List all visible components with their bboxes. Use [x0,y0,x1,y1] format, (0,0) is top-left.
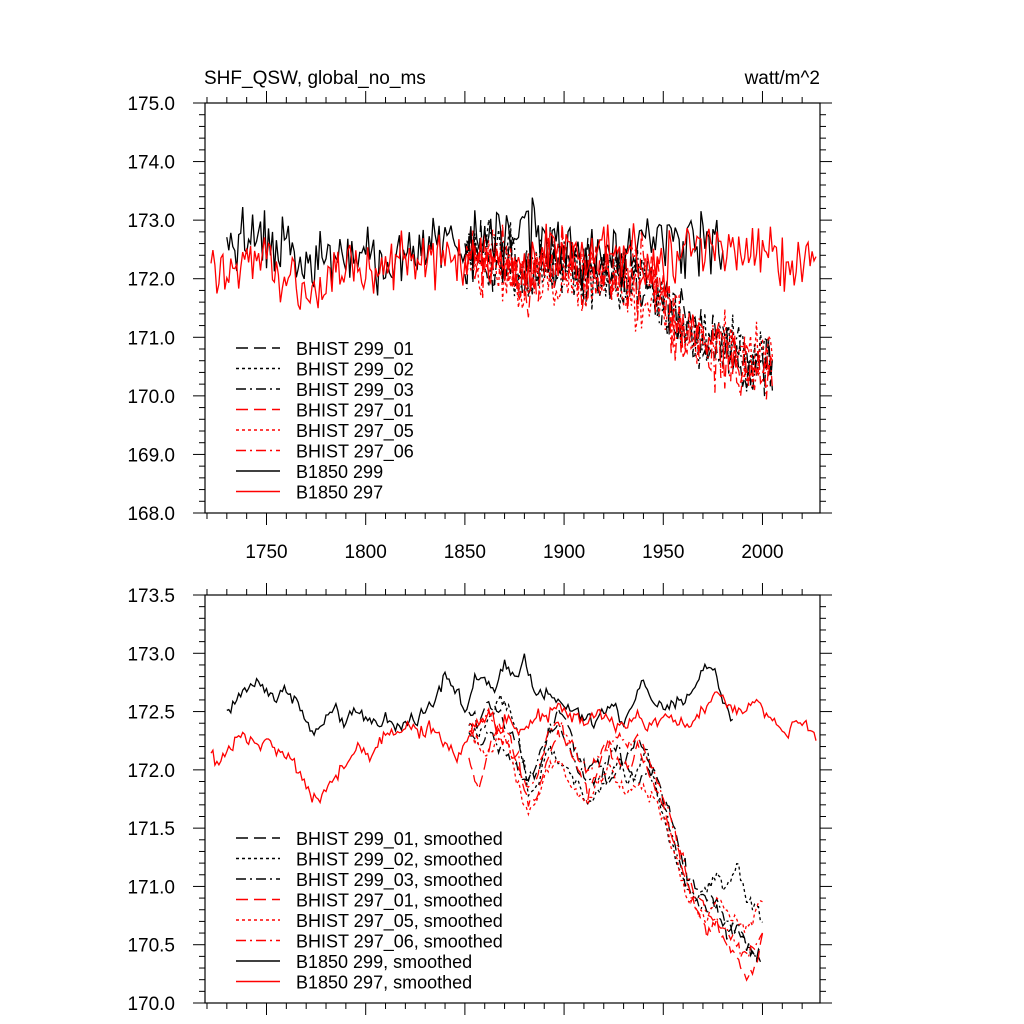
series-line-3 [464,236,774,392]
legend-label: BHIST 297_05 [296,421,414,442]
legend-label: BHIST 297_06 [296,442,414,463]
y-tick-label: 172.0 [127,761,175,782]
y-tick-label: 175.0 [127,94,175,115]
series-line-4 [468,719,764,982]
legend-label: BHIST 299_02, smoothed [296,850,503,871]
legend-label: B1850 297 [296,483,383,503]
series-group [210,653,817,982]
top-panel: 1750 1800 1850 1900 1950 2000 168.0 169.0 170.0 1… [127,91,832,563]
y-tick-label: 171.0 [127,328,175,349]
legend-label: B1850 297, smoothed [296,973,472,993]
legend-label: BHIST 299_02 [296,360,414,381]
x-tick-label: 1900 [543,542,585,563]
series-line-1 [464,219,774,397]
y-tick-label: 173.5 [127,586,175,607]
series-line-3 [468,722,764,966]
x-tick-label: 1750 [245,542,287,563]
series-line-6 [468,707,764,960]
y-tick-label: 170.0 [127,387,175,408]
legend-label: BHIST 297_01 [296,401,414,422]
plot-frame [204,102,821,514]
bottom-panel: 170.0 170.5 171.0 171.5 172.0 172.5 173.0 173.5… [127,583,832,1015]
units-label: watt/m^2 [744,68,820,89]
y-tick-label: 173.0 [127,644,175,665]
plot-title: SHF_QSW, global_no_ms [204,68,426,89]
series-line-7 [226,653,734,737]
series-line-1 [468,700,764,963]
y-tick-label: 172.5 [127,703,175,724]
legend-label: BHIST 299_01, smoothed [296,829,503,850]
legend-label: B1850 299 [296,462,383,482]
y-tick-label: 174.0 [127,153,175,174]
y-tick-label: 171.0 [127,877,175,898]
legend-label: BHIST 297_01, smoothed [296,891,503,912]
legend-label: B1850 299, smoothed [296,952,472,972]
y-tick-label: 170.0 [127,994,175,1015]
y-tick-label: 169.0 [127,445,175,466]
series-line-8 [210,691,817,805]
legend-label: BHIST 299_03, smoothed [296,870,503,891]
x-tick-label: 1850 [444,542,486,563]
y-tick-label: 168.0 [127,504,175,525]
series-group [210,197,817,400]
series-line-8 [210,223,817,310]
legend-label: BHIST 299_03 [296,380,414,401]
legend-label: BHIST 297_06, smoothed [296,932,503,953]
series-line-7 [226,197,724,296]
x-tick-label: 1950 [642,542,684,563]
y-tick-label: 173.0 [127,211,175,232]
series-line-5 [468,723,763,933]
plot-frame [204,594,821,1004]
legend-label: BHIST 297_05, smoothed [296,911,503,932]
y-tick-label: 170.5 [127,936,175,957]
x-tick-label: 2000 [741,542,783,563]
x-tick-label: 1800 [345,542,387,563]
y-tick-label: 171.5 [127,819,175,840]
legend-label: BHIST 299_01 [296,339,414,360]
series-line-5 [464,230,774,387]
series-line-2 [468,692,763,923]
y-tick-label: 172.0 [127,270,175,291]
